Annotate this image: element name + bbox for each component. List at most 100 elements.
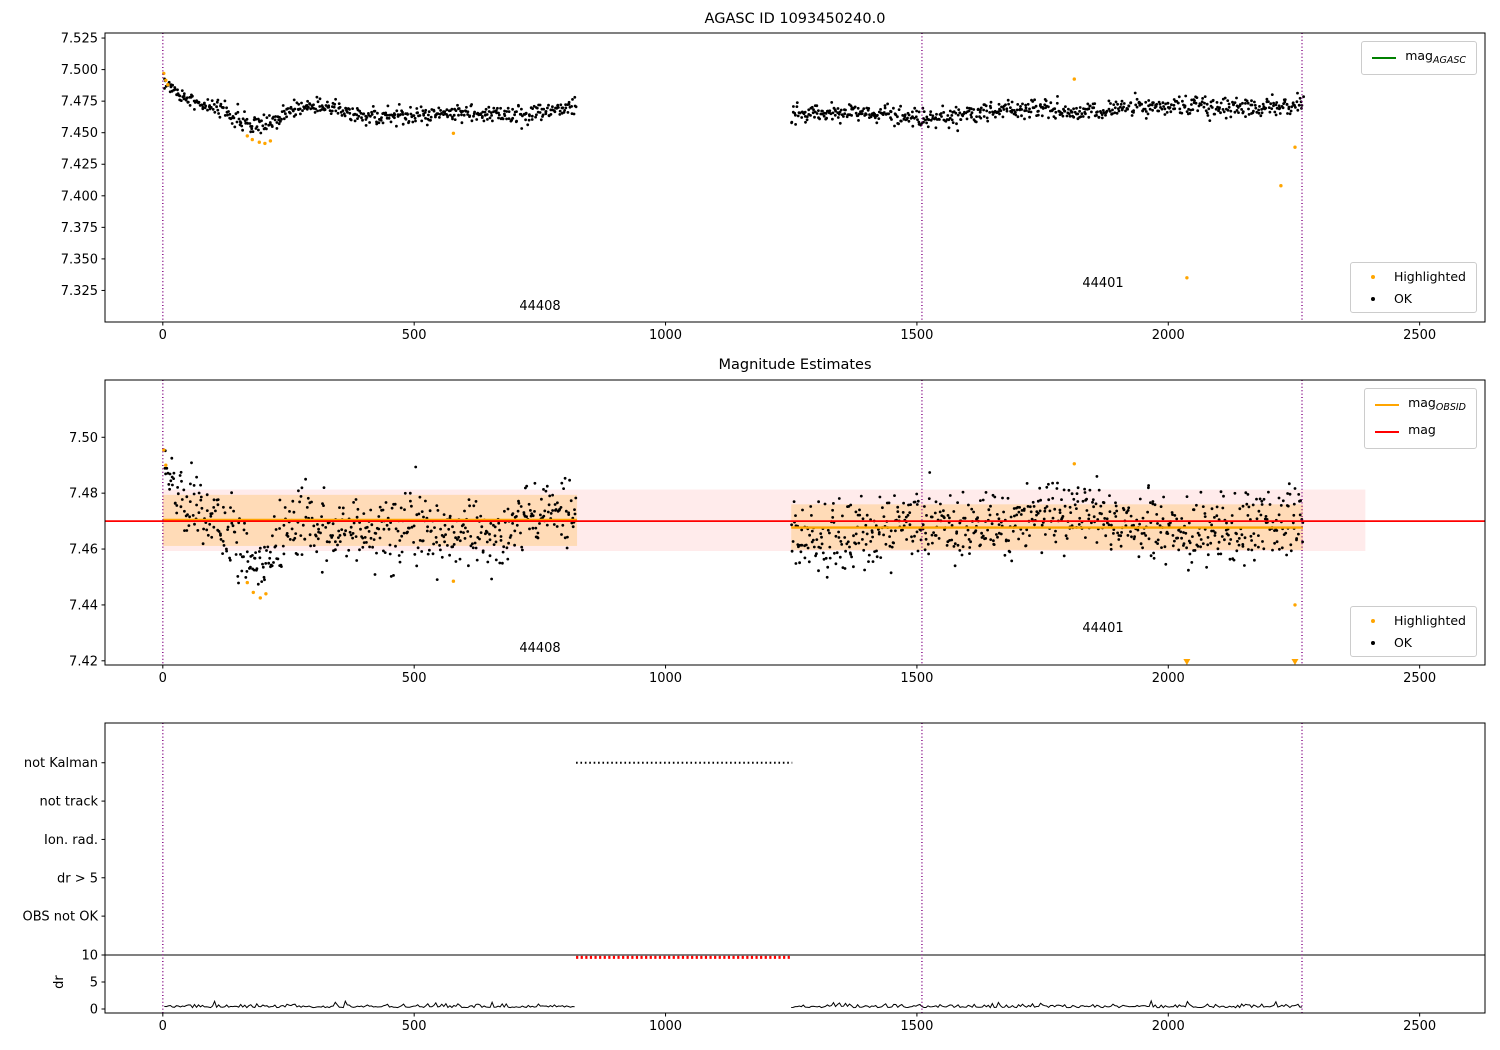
- highlighted-point: [263, 141, 267, 146]
- legend-label-highlighted: Highlighted: [1393, 613, 1466, 628]
- legend-label-ok: OK: [1393, 291, 1412, 306]
- legend-entry-ok: OK: [1361, 635, 1466, 650]
- highlighted-point: [164, 463, 168, 467]
- highlighted-point: [245, 134, 249, 138]
- ok-dot-icon: [1370, 640, 1375, 645]
- highlighted-point: [1293, 603, 1297, 607]
- dr-trace: [791, 999, 1303, 1009]
- highlighted-point: [258, 596, 262, 600]
- highlighted-point: [1072, 77, 1077, 81]
- highlighted-point: [1185, 276, 1189, 280]
- panel-magnitude-estimates: 0 500 1000 1500 2000 2500 7.42 7.44 7.46 7.48 7.50: [69, 379, 1486, 686]
- x-tick-label: 1000: [649, 328, 682, 343]
- highlighted-point: [245, 580, 249, 585]
- y-tick-label: 10: [81, 949, 98, 964]
- legend-points-mid-panel: Highlighted OK: [1349, 606, 1477, 657]
- legend-entry-highlighted: Highlighted: [1361, 613, 1466, 628]
- legend-entry-mag: mag: [1375, 422, 1466, 442]
- y-tick-label: 7.42: [69, 654, 98, 669]
- x-tick-label: 1500: [900, 1019, 933, 1034]
- dr-trace: [164, 999, 575, 1009]
- clipped-low-marker: [1183, 659, 1191, 665]
- x-tick-label: 1000: [649, 671, 682, 686]
- y-tick-label: 7.50: [69, 431, 98, 446]
- y-tick-label: 0: [90, 1003, 98, 1018]
- y-tick-label: 7.325: [61, 284, 98, 299]
- highlighted-point: [164, 78, 168, 83]
- legend-entry-highlighted: Highlighted: [1361, 269, 1466, 284]
- legend-mag-agasc: magAGASC: [1361, 41, 1477, 75]
- y-tick-label: 7.525: [61, 32, 98, 47]
- x-tick-label: 2000: [1152, 671, 1185, 686]
- legend-entry-mag-obsid: magOBSID: [1375, 395, 1466, 415]
- mag-agasc-line-icon: [1372, 57, 1397, 59]
- y-tick-label: 7.400: [61, 189, 98, 204]
- ok-points: [163, 449, 578, 586]
- clipped-low-marker: [1291, 659, 1299, 665]
- highlighted-point: [257, 140, 261, 144]
- mag-line-icon: [1375, 431, 1400, 433]
- x-tick-label: 1000: [649, 1019, 682, 1034]
- x-tick-label: 2500: [1403, 671, 1436, 686]
- panel-flags-dr: 0 500 1000 1500 2000 2500 not Kalman not track I…: [23, 722, 1486, 1034]
- annotation-obsid-44408: 44408: [519, 299, 561, 314]
- x-tick-label: 1500: [900, 328, 933, 343]
- y-tick-label: OBS not OK: [23, 910, 99, 925]
- axes-border: [104, 32, 1486, 323]
- legend-label-highlighted: Highlighted: [1393, 269, 1466, 284]
- x-tick-label: 0: [159, 671, 167, 686]
- legend-label-ok: OK: [1393, 635, 1412, 650]
- mag-obsid-line-icon: [1375, 404, 1400, 406]
- x-tick-label: 0: [159, 1019, 167, 1034]
- x-tick-label: 500: [402, 671, 427, 686]
- highlighted-point: [1293, 145, 1297, 149]
- legend-entry-ok: OK: [1361, 291, 1466, 306]
- y-tick-label: 7.450: [61, 126, 98, 141]
- y-tick-label: 7.46: [69, 543, 98, 558]
- panel2-title: Magnitude Estimates: [718, 357, 872, 373]
- axes-border: [104, 379, 1486, 666]
- highlighted-point: [1279, 184, 1283, 188]
- panel-agasc-mag-plot-area: [162, 33, 1305, 322]
- panel-magnitude-estimates-plot-area: [105, 380, 1485, 665]
- legend-points-top-panel: Highlighted OK: [1349, 262, 1477, 313]
- y-tick-label: 7.425: [61, 158, 98, 173]
- y-tick-label: dr > 5: [57, 871, 98, 886]
- y-tick-label: Ion. rad.: [44, 833, 98, 848]
- legend-label-mag-obsid: magOBSID: [1408, 395, 1466, 413]
- y-tick-label: 7.48: [69, 487, 98, 502]
- y-tick-label: not Kalman: [24, 756, 98, 771]
- ok-points: [790, 91, 1305, 133]
- x-tick-label: 2500: [1403, 328, 1436, 343]
- highlighted-point: [251, 590, 255, 595]
- highlighted-point: [1072, 462, 1077, 466]
- highlighted-point: [162, 448, 166, 452]
- x-tick-label: 2000: [1152, 328, 1185, 343]
- x-tick-label: 0: [159, 328, 167, 343]
- legend-label-mag-agasc: magAGASC: [1405, 48, 1466, 66]
- highlighted-point: [250, 137, 254, 142]
- highlighted-point: [451, 131, 456, 135]
- y-tick-label: 7.375: [61, 221, 98, 236]
- y-tick-label: not track: [39, 795, 98, 810]
- highlighted-point: [166, 83, 170, 87]
- annotation-obsid-44408-mid: 44408: [519, 641, 561, 656]
- ok-dot-icon: [1370, 296, 1375, 301]
- panel-agasc-mag: 0 500 1000 1500 2000 2500 7.325 7.350 7.375 7.400…: [61, 32, 1486, 343]
- y-tick-label: 7.350: [61, 252, 98, 267]
- axes-border: [104, 722, 1486, 1014]
- x-tick-label: 1500: [900, 671, 933, 686]
- annotation-obsid-44401-mid: 44401: [1082, 621, 1124, 636]
- y-tick-label: 7.44: [69, 598, 98, 613]
- x-tick-label: 500: [402, 328, 427, 343]
- highlighted-point: [264, 592, 268, 596]
- annotation-obsid-44401: 44401: [1082, 276, 1124, 291]
- x-tick-label: 500: [402, 1019, 427, 1034]
- x-tick-label: 2500: [1403, 1019, 1436, 1034]
- y-tick-label: 7.475: [61, 95, 98, 110]
- highlighted-point: [268, 139, 273, 143]
- x-tick-label: 2000: [1152, 1019, 1185, 1034]
- highlighted-dot-icon: [1370, 274, 1375, 279]
